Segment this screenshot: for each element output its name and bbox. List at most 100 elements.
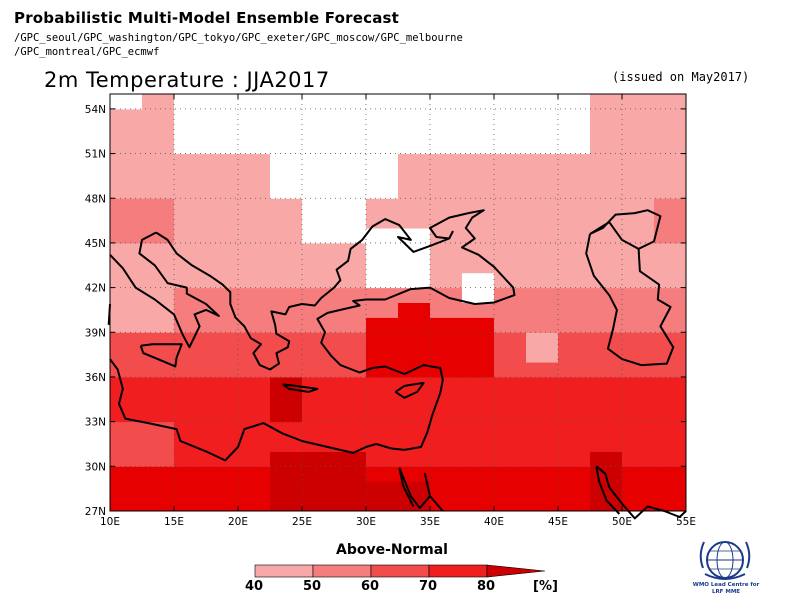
grid-cell [430, 391, 463, 408]
graticule [110, 94, 686, 511]
grid-cell [398, 496, 431, 512]
grid-cell [590, 436, 623, 452]
grid-cell [142, 481, 175, 497]
grid-cell [622, 183, 655, 199]
grid-cell [462, 466, 495, 482]
grid-cell [238, 376, 271, 393]
grid-cell [142, 272, 175, 289]
grid-cell [238, 138, 271, 155]
grid-cell [206, 108, 239, 125]
grid-cell [238, 213, 271, 229]
grid-cell [526, 257, 559, 274]
grid-cell [142, 94, 175, 110]
grid-cell [142, 228, 175, 244]
grid-cell [334, 153, 367, 169]
coastline [595, 466, 621, 515]
grid-cell [238, 108, 271, 125]
grid-cell [142, 421, 175, 438]
x-tick-label: 10E [100, 516, 120, 528]
grid-cell [238, 362, 271, 378]
grid-cell [270, 481, 303, 497]
grid-cell [558, 317, 591, 333]
grid-cell [654, 123, 687, 140]
grid-cell [654, 302, 687, 318]
grid-cell [206, 466, 239, 482]
grid-cell [462, 138, 495, 155]
y-tick-label: 48N [85, 193, 106, 205]
grid-cell [110, 481, 143, 497]
grid-cell [622, 138, 655, 155]
grid-cell [494, 242, 527, 259]
logo-caption-line1: WMO Lead Centre for [692, 582, 760, 588]
coastline [282, 383, 319, 393]
colorbar-40 [254, 564, 314, 578]
grid-cell [430, 421, 463, 438]
grid-cell [110, 466, 143, 482]
grid-cell [462, 332, 495, 348]
grid-cell [590, 123, 623, 140]
grid-cell [110, 123, 143, 140]
grid-cell [206, 213, 239, 229]
grid-cell [238, 496, 271, 512]
grid-cell [302, 94, 335, 110]
grid-cell [494, 198, 527, 214]
grid-cell [334, 466, 367, 482]
legend-unit: [%] [533, 579, 558, 594]
grid-cell [238, 198, 271, 214]
grid-cell [270, 153, 303, 169]
grid-cell [110, 332, 143, 348]
grid-cell [366, 138, 399, 155]
grid-cell [270, 108, 303, 125]
grid-cell [366, 242, 399, 259]
grid-cell [430, 362, 463, 378]
grid-cell [302, 421, 335, 438]
grid-cell [558, 198, 591, 214]
grid-cell [334, 257, 367, 274]
grid-cell [622, 466, 655, 482]
grid-cell [270, 451, 303, 467]
grid-cell [174, 153, 207, 169]
grid-cell [462, 362, 495, 378]
grid-cell [334, 406, 367, 423]
grid-cell [302, 108, 335, 125]
grid-cell [110, 108, 143, 125]
grid-cell [430, 183, 463, 199]
x-tick-label: 25E [292, 516, 312, 528]
grid-cell [110, 302, 143, 318]
grid-cell [430, 466, 463, 482]
grid-cell [622, 287, 655, 303]
grid-cell [366, 376, 399, 393]
grid-cell [622, 332, 655, 348]
grid-cell [206, 153, 239, 169]
y-tick-label: 42N [85, 283, 106, 295]
grid-cell [174, 347, 207, 363]
grid-cell [558, 436, 591, 452]
grid-cell [302, 287, 335, 303]
grid-cell [366, 451, 399, 467]
grid-cell [462, 123, 495, 140]
grid-cell [206, 436, 239, 452]
grid-cell [462, 496, 495, 512]
grid-cell [622, 317, 655, 333]
grid-cell [526, 317, 559, 333]
grid-cell [558, 287, 591, 303]
grid-cell [462, 242, 495, 259]
grid-cell [142, 347, 175, 363]
grid-cell [270, 94, 303, 110]
grid-cell [302, 362, 335, 378]
grid-cell [206, 496, 239, 512]
grid-cell [558, 496, 591, 512]
grid-cell [110, 421, 143, 438]
grid-cell [590, 138, 623, 155]
grid-cell [334, 94, 367, 110]
grid-cell [398, 123, 431, 140]
grid-cell [654, 436, 687, 452]
map-title: 2m Temperature : JJA2017 [44, 68, 330, 92]
grid-cell [174, 362, 207, 378]
grid-cell [270, 406, 303, 423]
grid-cell [302, 213, 335, 229]
grid-cell [302, 481, 335, 497]
grid-cell [558, 168, 591, 184]
legend-label-70: 70 [419, 579, 438, 594]
